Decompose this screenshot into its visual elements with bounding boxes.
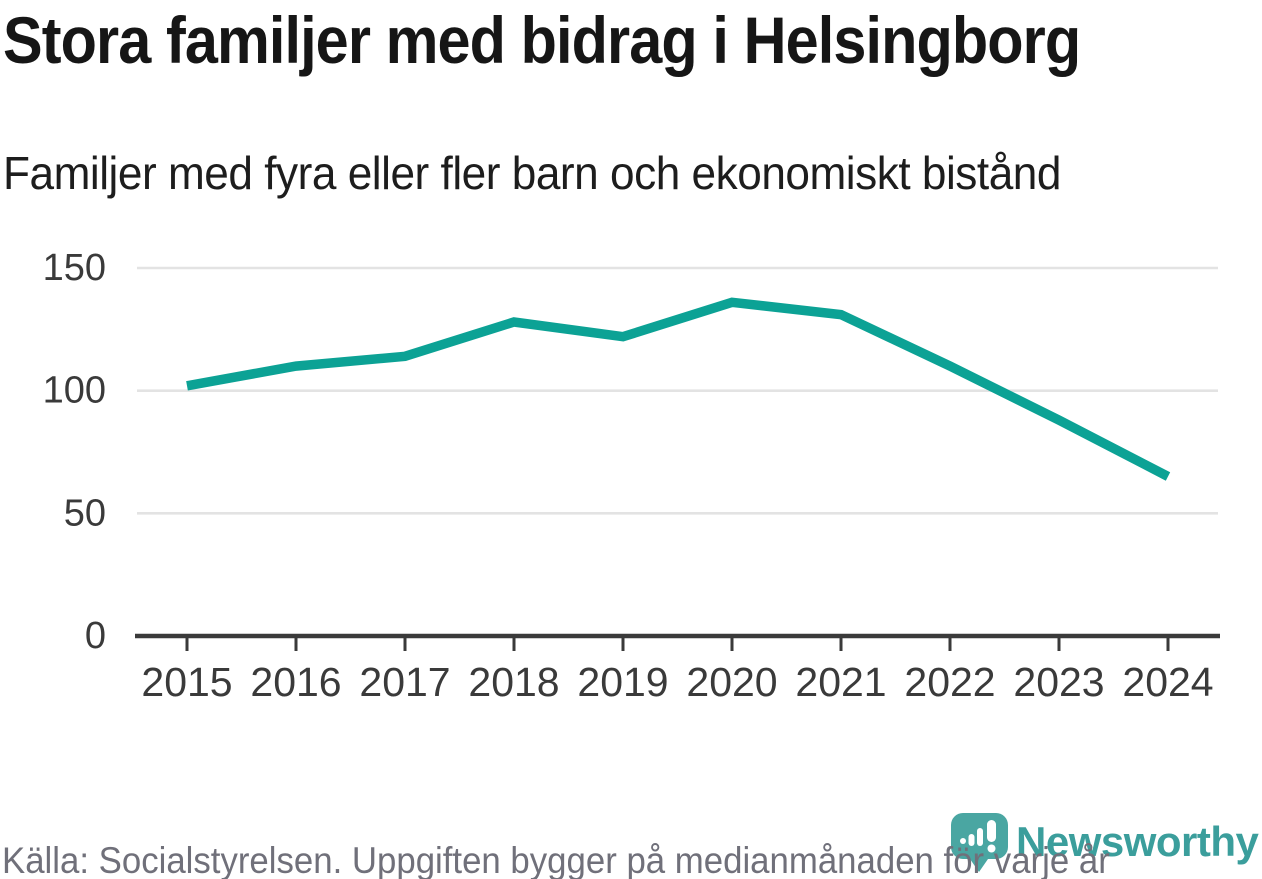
x-axis-label: 2017 <box>359 659 450 705</box>
y-axis-label: 50 <box>64 492 106 534</box>
newsworthy-logo-text: Newsworthy <box>1016 818 1259 865</box>
y-axis-label: 0 <box>85 615 106 657</box>
newsworthy-logo: Newsworthy <box>951 813 1259 873</box>
x-axis-label: 2019 <box>577 659 668 705</box>
chart-subtitle: Familjer med fyra eller fler barn och ek… <box>3 147 1061 199</box>
source-note: Källa: Socialstyrelsen. Uppgiften bygger… <box>2 840 1110 879</box>
chart-title: Stora familjer med bidrag i Helsingborg <box>3 3 1081 77</box>
x-axis-label: 2021 <box>795 659 886 705</box>
data-line <box>186 297 1171 481</box>
x-axis-label: 2016 <box>250 659 341 705</box>
newsworthy-logo-icon <box>951 813 1008 872</box>
y-axis-label: 150 <box>43 247 106 289</box>
x-axis-label: 2015 <box>141 659 232 705</box>
line-chart: 0 50 100 150 2015 2016 2017 2018 2019 2020 2021 202… <box>43 247 1220 705</box>
y-axis-label: 100 <box>43 370 106 412</box>
x-axis-label: 2020 <box>686 659 777 705</box>
x-axis-label: 2018 <box>468 659 559 705</box>
x-axis-label: 2024 <box>1122 659 1213 705</box>
x-axis-label: 2022 <box>904 659 995 705</box>
x-axis-label: 2023 <box>1013 659 1104 705</box>
